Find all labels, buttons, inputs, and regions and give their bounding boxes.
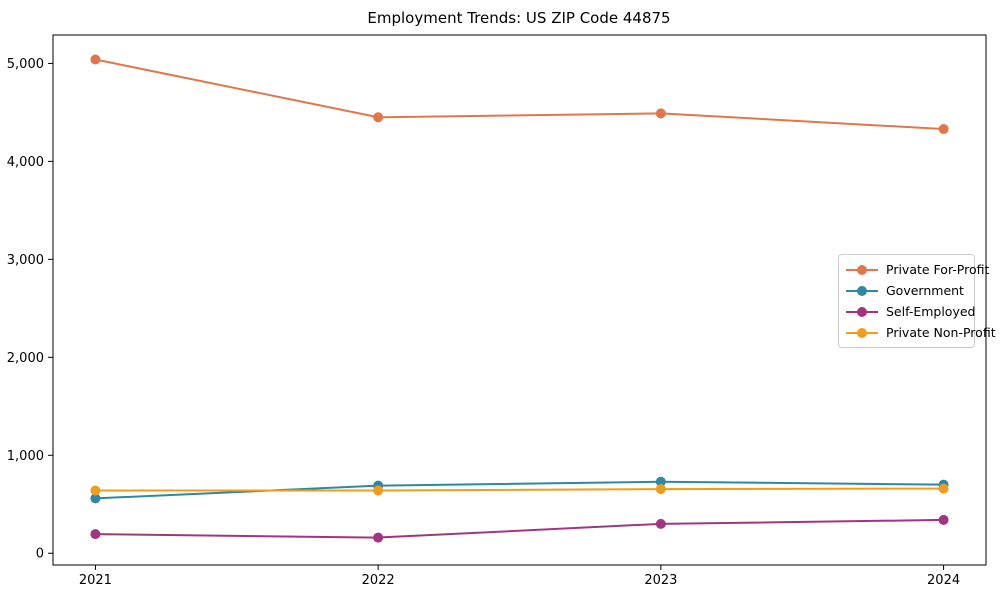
data-point-private-non-profit: [655, 484, 666, 495]
y-tick-label: 1,000: [7, 449, 44, 464]
legend-item-self-employed: Self-Employed: [845, 303, 975, 320]
legend-label: Private Non-Profit: [886, 325, 996, 340]
x-tick-label: 2024: [927, 573, 960, 588]
axes-frame: [52, 34, 987, 566]
y-tick-label: 5,000: [7, 57, 44, 72]
data-point-private-for-profit: [373, 112, 384, 123]
x-tick-label: 2021: [79, 573, 112, 588]
legend-label: Private For-Profit: [886, 262, 990, 277]
legend-marker-icon: [846, 306, 878, 317]
data-point-private-for-profit: [90, 54, 101, 65]
legend-label: Government: [886, 283, 964, 298]
legend-sample-dot: [857, 327, 867, 338]
x-tick-label: 2022: [362, 573, 395, 588]
legend-label: Self-Employed: [886, 304, 976, 319]
data-point-government: [655, 476, 666, 487]
series-line-private-for-profit: [94, 58, 945, 131]
data-point-self-employed: [655, 518, 666, 529]
data-point-government: [90, 493, 101, 504]
data-point-self-employed: [90, 529, 101, 540]
chart-title: Employment Trends: US ZIP Code 44875: [367, 9, 670, 27]
data-point-self-employed: [373, 532, 384, 543]
data-point-private-for-profit: [938, 124, 949, 135]
data-point-self-employed: [938, 514, 949, 525]
legend-sample-dot: [857, 306, 867, 317]
y-tick-label: 3,000: [7, 253, 44, 268]
y-tick-label: 0: [36, 547, 44, 562]
x-tick-label: 2023: [644, 573, 677, 588]
y-tick-label: 4,000: [7, 155, 44, 170]
legend-item-private-for-profit: Private For-Profit: [845, 261, 989, 278]
data-point-private-non-profit: [90, 485, 101, 496]
legend-item-government: Government: [845, 282, 966, 299]
data-point-private-non-profit: [938, 483, 949, 494]
legend: Private For-Profit Government Self-Employe…: [838, 254, 996, 348]
legend-item-private-non-profit: Private Non-Profit: [845, 324, 996, 341]
legend-sample-dot: [857, 285, 867, 296]
series-line-government: [94, 480, 945, 500]
y-tick-label: 2,000: [7, 351, 44, 366]
legend-marker-icon: [846, 264, 878, 275]
series-line-self-employed: [94, 518, 945, 539]
data-point-private-non-profit: [373, 485, 384, 496]
series-line-private-non-profit: [94, 487, 945, 492]
plot-layer: 0 1,000 2,000 3,000 4,000 5,000 2021 2022 2023 20…: [7, 34, 987, 588]
legend-sample-dot: [857, 264, 867, 275]
legend-marker-icon: [846, 327, 878, 338]
legend-marker-icon: [846, 285, 878, 296]
data-point-private-for-profit: [655, 108, 666, 119]
